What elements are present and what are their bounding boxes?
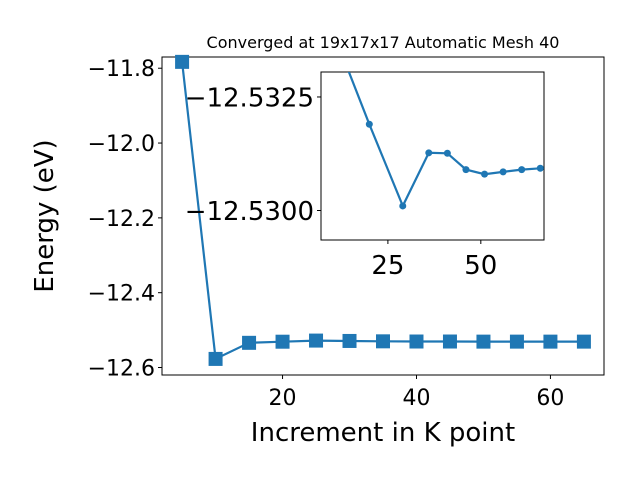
main-series-markers [175, 54, 591, 366]
main-y-ticks: −11.8 −12.0 −12.2 −12.4 −12.6 [88, 57, 162, 381]
main-x-tick-label: 40 [402, 386, 430, 411]
inset-point-8 [518, 166, 526, 174]
main-point-12 [576, 334, 591, 349]
inset-y-tick-label: −12.5325 [185, 83, 314, 113]
inset-plot-area: 25 50 −12.5325 −12.5300 [185, 71, 545, 281]
inset-series-markers [365, 120, 544, 210]
main-y-tick-label: −12.2 [88, 207, 155, 232]
main-point-11 [543, 334, 558, 349]
inset-point-1 [365, 120, 373, 128]
inset-point-5 [462, 166, 470, 174]
main-point-2 [242, 335, 257, 350]
inset-point-7 [499, 168, 507, 176]
main-point-8 [442, 334, 457, 349]
inset-point-2 [399, 202, 407, 210]
inset-x-tick-label: 50 [464, 251, 497, 281]
main-point-0 [175, 54, 190, 69]
main-point-10 [509, 334, 524, 349]
inset-x-ticks: 25 50 [371, 240, 497, 281]
inset-point-6 [481, 170, 489, 178]
main-y-tick-label: −12.6 [88, 356, 155, 381]
main-x-tick-label: 60 [536, 386, 564, 411]
main-plot-area: 20 40 60 −11.8 −12.0 −12.2 −12.4 −12.6 [88, 54, 605, 411]
inset-series-line [347, 72, 541, 209]
inset-y-tick-label: −12.5300 [185, 197, 314, 227]
main-point-9 [476, 334, 491, 349]
main-x-ticks: 20 40 60 [269, 375, 564, 411]
main-y-tick-label: −11.8 [88, 57, 155, 82]
inset-axes-frame [320, 71, 545, 241]
main-point-4 [309, 333, 324, 348]
main-y-tick-label: −12.0 [88, 132, 155, 157]
inset-y-ticks: −12.5325 −12.5300 [185, 83, 321, 227]
inset-point-4 [443, 149, 451, 157]
main-y-tick-label: −12.4 [88, 282, 155, 307]
main-point-6 [376, 334, 390, 349]
inset-x-tick-label: 25 [371, 251, 404, 281]
x-axis-label: Increment in K point [251, 418, 515, 448]
main-point-3 [275, 334, 290, 349]
inset-point-3 [425, 149, 433, 157]
chart-title: Converged at 19x17x17 Automatic Mesh 40 [207, 33, 560, 52]
main-x-tick-label: 20 [269, 386, 297, 411]
main-point-1 [208, 351, 223, 366]
main-point-7 [409, 334, 424, 349]
y-axis-label: Energy (eV) [30, 139, 60, 292]
main-axes-frame [161, 56, 605, 376]
inset-point-9 [536, 164, 544, 172]
main-point-5 [342, 333, 357, 348]
